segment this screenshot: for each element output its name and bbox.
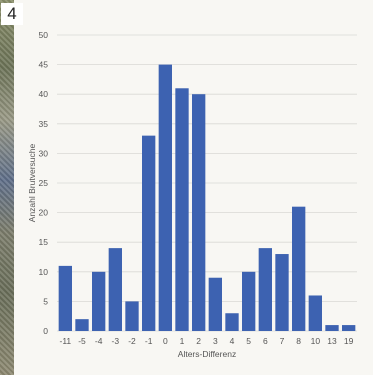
bar-5 [242, 271, 256, 331]
x-tick-label: -5 [78, 336, 86, 346]
x-tick-label: -11 [60, 336, 72, 346]
x-tick-label: 6 [263, 336, 268, 346]
x-tick-label: -4 [95, 336, 103, 346]
bar-8 [292, 206, 306, 331]
bars [58, 64, 356, 331]
bar--4 [92, 271, 106, 331]
bar-4 [225, 313, 239, 331]
y-tick-label: 5 [43, 296, 48, 306]
y-tick-label: 0 [43, 326, 48, 336]
x-tick-label: 4 [230, 336, 235, 346]
x-axis-ticks: -11 -5 -4 -3 -2 -1 0 1 2 3 4 5 6 7 8 10 13 19 [60, 336, 354, 346]
bar--2 [125, 301, 139, 331]
y-tick-label: 45 [39, 60, 49, 70]
bar-6 [258, 248, 272, 331]
y-tick-label: 25 [39, 178, 49, 188]
y-tick-label: 10 [39, 267, 49, 277]
y-axis-title: Anzahl Brutversuche [27, 144, 37, 223]
bar-13 [325, 325, 339, 331]
y-tick-label: 20 [39, 208, 49, 218]
x-tick-label: -3 [112, 336, 120, 346]
y-tick-label: 50 [39, 30, 49, 40]
bar-2 [192, 94, 206, 331]
bar-1 [175, 88, 189, 331]
x-axis-title: Alters-Differenz [178, 349, 236, 359]
x-tick-label: 1 [180, 336, 185, 346]
bar--5 [75, 319, 89, 331]
bar-19 [342, 325, 356, 331]
x-tick-label: 10 [311, 336, 321, 346]
x-tick-label: -2 [128, 336, 136, 346]
y-tick-label: 35 [39, 119, 49, 129]
x-tick-label: 0 [163, 336, 168, 346]
gridlines [57, 34, 357, 332]
bar-7 [275, 254, 289, 331]
y-tick-label: 40 [39, 89, 49, 99]
bar--1 [142, 135, 156, 331]
bar-3 [208, 277, 222, 331]
bar-10 [308, 295, 322, 331]
bar--11 [58, 265, 72, 331]
x-tick-label: 13 [327, 336, 337, 346]
panel-number: 4 [1, 3, 23, 25]
x-tick-label: 19 [344, 336, 354, 346]
x-tick-label: 2 [196, 336, 201, 346]
bar--3 [108, 248, 122, 331]
x-tick-label: 3 [213, 336, 218, 346]
x-tick-label: 8 [296, 336, 301, 346]
x-tick-label: -1 [145, 336, 153, 346]
y-tick-label: 30 [39, 148, 49, 158]
y-tick-label: 15 [39, 237, 49, 247]
bar-0 [158, 64, 172, 331]
background-photo-strip [0, 0, 14, 375]
x-tick-label: 7 [280, 336, 285, 346]
y-axis-ticks: 0 5 10 15 20 25 30 35 40 45 50 [39, 30, 49, 336]
x-tick-label: 5 [246, 336, 251, 346]
